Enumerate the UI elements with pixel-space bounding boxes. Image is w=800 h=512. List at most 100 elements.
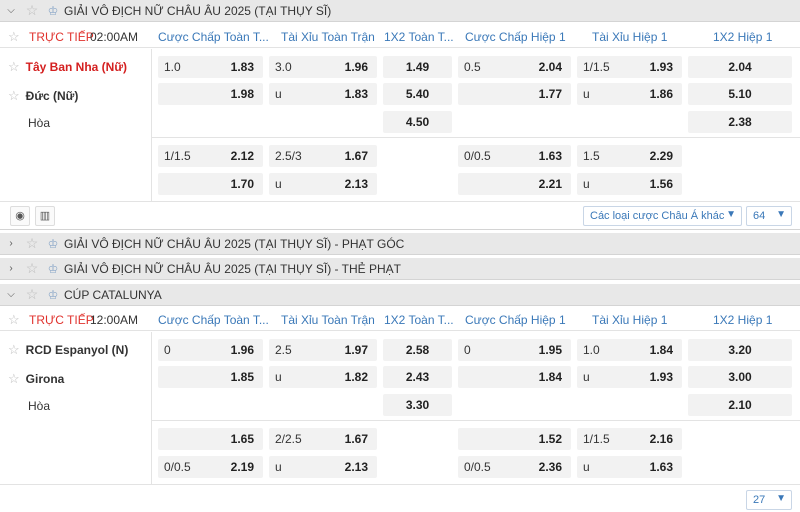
- odds-cell[interactable]: 1.77: [458, 83, 571, 105]
- live-icon[interactable]: ◉: [10, 206, 30, 226]
- match-header: ☆ TRỰC TIẾP 02:00AM Cược Chấp Toàn T... …: [0, 26, 800, 48]
- odds-cell[interactable]: u 1.82: [269, 366, 377, 388]
- league-header[interactable]: ⌵ ☆ ♔ CÚP CATALUNYA: [0, 284, 800, 306]
- chevron-right-icon[interactable]: ›: [9, 263, 13, 274]
- league-header[interactable]: › ☆ ♔ GIẢI VÔ ĐỊCH NỮ CHÂU ÂU 2025 (TẠI …: [0, 233, 800, 255]
- away-team[interactable]: ☆ Đức (Nữ): [8, 88, 79, 103]
- live-label: TRỰC TIẾP: [29, 30, 94, 44]
- odds-cell[interactable]: 2.5 1.97: [269, 339, 377, 361]
- league-title: GIẢI VÔ ĐỊCH NỮ CHÂU ÂU 2025 (TẠI THỤY S…: [64, 236, 405, 251]
- odds-cell[interactable]: 1/1.5 2.12: [158, 145, 263, 167]
- odds-cell[interactable]: u 2.13: [269, 456, 377, 478]
- match-time: 02:00AM: [90, 30, 139, 44]
- odds-cell[interactable]: 1.85: [158, 366, 263, 388]
- odds-cell[interactable]: u 1.83: [269, 83, 377, 105]
- league-header[interactable]: ⌵ ☆ ♔ GIẢI VÔ ĐỊCH NỮ CHÂU ÂU 2025 (TẠI …: [0, 0, 800, 22]
- star-icon[interactable]: ☆: [25, 286, 39, 302]
- league-title: GIẢI VÔ ĐỊCH NỮ CHÂU ÂU 2025 (TẠI THỤY S…: [64, 261, 401, 276]
- star-icon[interactable]: ☆: [8, 342, 20, 357]
- teams-column: ☆ Tây Ban Nha (Nữ) ☆ Đức (Nữ) Hòa: [0, 49, 152, 201]
- odds-cell[interactable]: u 1.56: [577, 173, 682, 195]
- col-header: 1X2 Toàn T...: [384, 313, 454, 327]
- odds-cell[interactable]: 3.0 1.96: [269, 56, 377, 78]
- col-header: 1X2 Hiệp 1: [713, 30, 773, 44]
- bet-type-select[interactable]: Các loại cược Châu Á khác ▼: [583, 206, 742, 226]
- odds-cell[interactable]: 5.10: [688, 83, 792, 105]
- live-label: TRỰC TIẾP: [29, 313, 94, 327]
- chevron-down-icon: ▼: [776, 209, 786, 220]
- col-header: Tài Xỉu Toàn Trận: [281, 30, 375, 44]
- odds-cell[interactable]: 1.98: [158, 83, 263, 105]
- star-icon[interactable]: ☆: [25, 260, 39, 276]
- col-header: Cược Chấp Toàn T...: [158, 30, 269, 44]
- match-block: ☆ Tây Ban Nha (Nữ) ☆ Đức (Nữ) Hòa 1.0 1.83 …: [0, 49, 800, 202]
- odds-cell[interactable]: 2.10: [688, 394, 792, 416]
- more-count-select[interactable]: 64 ▼: [746, 206, 792, 226]
- odds-cell[interactable]: 0.5 2.04: [458, 56, 571, 78]
- trophy-icon: ♔: [47, 261, 59, 276]
- odds-cell[interactable]: 2.38: [688, 111, 792, 133]
- odds-cell[interactable]: 3.30: [383, 394, 452, 416]
- star-icon[interactable]: ☆: [8, 59, 20, 74]
- odds-cell[interactable]: 1.0 1.83: [158, 56, 263, 78]
- odds-cell[interactable]: 0 1.96: [158, 339, 263, 361]
- star-icon[interactable]: ☆: [25, 235, 39, 251]
- match-header: ☆ TRỰC TIẾP 12:00AM Cược Chấp Toàn T... …: [0, 309, 800, 331]
- stats-icon[interactable]: ▥: [35, 206, 55, 226]
- home-team[interactable]: ☆ RCD Espanyol (N): [8, 342, 129, 357]
- more-count-select[interactable]: 27 ▼: [746, 490, 792, 510]
- odds-cell[interactable]: 1.0 1.84: [577, 339, 682, 361]
- odds-cell[interactable]: 0/0.5 2.19: [158, 456, 263, 478]
- odds-cell[interactable]: 2.04: [688, 56, 792, 78]
- odds-cell[interactable]: 0/0.5 2.36: [458, 456, 571, 478]
- col-header: Tài Xỉu Toàn Trận: [281, 313, 375, 327]
- odds-cell[interactable]: 1.65: [158, 428, 263, 450]
- trophy-icon: ♔: [47, 287, 59, 302]
- draw-label: Hòa: [28, 399, 51, 413]
- chevron-right-icon[interactable]: ›: [9, 238, 13, 249]
- odds-cell[interactable]: u 1.86: [577, 83, 682, 105]
- chevron-down-icon: ▼: [776, 493, 786, 504]
- col-header: 1X2 Hiệp 1: [713, 313, 773, 327]
- odds-cell[interactable]: 1/1.5 1.93: [577, 56, 682, 78]
- odds-cell[interactable]: 1.49: [383, 56, 452, 78]
- toolbar: ◉ ▥ Các loại cược Châu Á khác ▼ 64 ▼: [0, 202, 800, 230]
- odds-cell[interactable]: 3.20: [688, 339, 792, 361]
- odds-cell[interactable]: 4.50: [383, 111, 452, 133]
- match-block: ☆ RCD Espanyol (N) ☆ Girona Hòa 0 1.96 2.5 1…: [0, 332, 800, 485]
- odds-cell[interactable]: u 1.93: [577, 366, 682, 388]
- odds-cell[interactable]: 2.21: [458, 173, 571, 195]
- chevron-down-icon[interactable]: ⌵: [7, 289, 15, 300]
- odds-cell[interactable]: 0 1.95: [458, 339, 571, 361]
- star-icon[interactable]: ☆: [8, 371, 20, 386]
- col-header: Tài Xỉu Hiệp 1: [592, 313, 668, 327]
- league-header[interactable]: › ☆ ♔ GIẢI VÔ ĐỊCH NỮ CHÂU ÂU 2025 (TẠI …: [0, 258, 800, 280]
- odds-cell[interactable]: 2.58: [383, 339, 452, 361]
- col-header: Cược Chấp Hiệp 1: [465, 30, 566, 44]
- away-team[interactable]: ☆ Girona: [8, 371, 65, 386]
- odds-cell[interactable]: 1.52: [458, 428, 571, 450]
- league-title: CÚP CATALUNYA: [64, 287, 162, 302]
- odds-cell[interactable]: 2.43: [383, 366, 452, 388]
- odds-cell[interactable]: 3.00: [688, 366, 792, 388]
- odds-cell[interactable]: 0/0.5 1.63: [458, 145, 571, 167]
- odds-cell[interactable]: u 1.63: [577, 456, 682, 478]
- odds-cell[interactable]: 1.84: [458, 366, 571, 388]
- star-icon[interactable]: ☆: [8, 29, 20, 44]
- odds-cell[interactable]: 1/1.5 2.16: [577, 428, 682, 450]
- odds-cell[interactable]: 1.70: [158, 173, 263, 195]
- home-team[interactable]: ☆ Tây Ban Nha (Nữ): [8, 59, 128, 74]
- star-icon[interactable]: ☆: [8, 312, 20, 327]
- divider: [152, 420, 800, 421]
- chevron-down-icon[interactable]: ⌵: [7, 5, 15, 16]
- odds-cell[interactable]: 2.5/3 1.67: [269, 145, 377, 167]
- odds-cell[interactable]: u 2.13: [269, 173, 377, 195]
- odds-cell[interactable]: 1.5 2.29: [577, 145, 682, 167]
- col-header: 1X2 Toàn T...: [384, 30, 454, 44]
- col-header: Cược Chấp Hiệp 1: [465, 313, 566, 327]
- odds-cell[interactable]: 2/2.5 1.67: [269, 428, 377, 450]
- col-header: Cược Chấp Toàn T...: [158, 313, 269, 327]
- star-icon[interactable]: ☆: [25, 2, 39, 18]
- odds-cell[interactable]: 5.40: [383, 83, 452, 105]
- star-icon[interactable]: ☆: [8, 88, 20, 103]
